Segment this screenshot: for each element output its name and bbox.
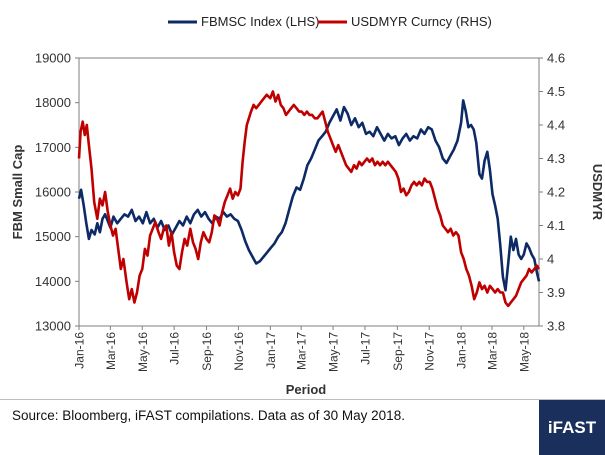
legend-label-fbmsc: FBMSC Index (LHS): [201, 14, 319, 29]
y-left-tick-label: 17000: [35, 140, 71, 155]
series-line-usdmyr: [77, 90, 541, 308]
x-tick-label: Jul-16: [168, 332, 182, 365]
y-axis-right-title: USDMYR: [590, 164, 605, 221]
footer: Source: Bloomberg, iFAST compilations. D…: [0, 399, 605, 455]
x-tick-label: Jul-17: [358, 332, 372, 365]
ifast-logo: iFAST: [539, 400, 605, 455]
x-tick-label: May-16: [136, 332, 150, 372]
source-note: Source: Bloomberg, iFAST compilations. D…: [12, 408, 405, 423]
y-right-tick-label: 4.4: [547, 118, 565, 133]
axes: 13000 14000 15000 16000 17000 18000 19000 3.8 3.…: [35, 51, 565, 373]
x-axis-title: Period: [286, 382, 327, 397]
legend: FBMSC Index (LHS) USDMYR Curncy (RHS): [168, 14, 492, 29]
series-layer: [77, 90, 541, 308]
y-left-tick-label: 16000: [35, 185, 71, 200]
x-tick-label: May-18: [517, 332, 531, 372]
y-right-tick-label: 4.2: [547, 185, 565, 200]
plot-area: [78, 57, 540, 327]
y-left-tick-label: 19000: [35, 51, 71, 66]
x-tick-label: Jan-17: [264, 332, 278, 369]
x-tick-label: May-17: [327, 332, 341, 372]
series-line-fbmsc: [77, 99, 541, 292]
x-tick-label: Jan-16: [73, 332, 87, 369]
y-right-tick-label: 4: [547, 252, 554, 267]
y-left-tick-label: 18000: [35, 95, 71, 110]
x-tick-label: Mar-16: [104, 332, 118, 370]
x-tick-label: Mar-17: [295, 332, 309, 370]
y-left-tick-label: 14000: [35, 274, 71, 289]
y-axis-left-title: FBM Small Cap: [10, 145, 25, 240]
x-tick-label: Sep-17: [391, 332, 405, 371]
y-left-tick-label: 15000: [35, 229, 71, 244]
y-right-tick-label: 3.8: [547, 319, 565, 334]
chart-svg: FBMSC Index (LHS) USDMYR Curncy (RHS) FB…: [10, 14, 605, 397]
legend-label-usdmyr: USDMYR Curncy (RHS): [351, 14, 492, 29]
x-tick-label: Nov-17: [423, 332, 437, 371]
y-right-tick-label: 4.5: [547, 84, 565, 99]
x-tick-label: Mar-18: [485, 332, 499, 370]
y-right-tick-label: 4.1: [547, 218, 565, 233]
y-right-tick-label: 4.3: [547, 151, 565, 166]
x-tick-label: Nov-16: [232, 332, 246, 371]
y-right-tick-label: 4.6: [547, 51, 565, 66]
y-left-tick-label: 13000: [35, 319, 71, 334]
y-right-tick-label: 3.9: [547, 285, 565, 300]
x-tick-label: Jan-18: [455, 332, 469, 369]
x-tick-label: Sep-16: [200, 332, 214, 371]
